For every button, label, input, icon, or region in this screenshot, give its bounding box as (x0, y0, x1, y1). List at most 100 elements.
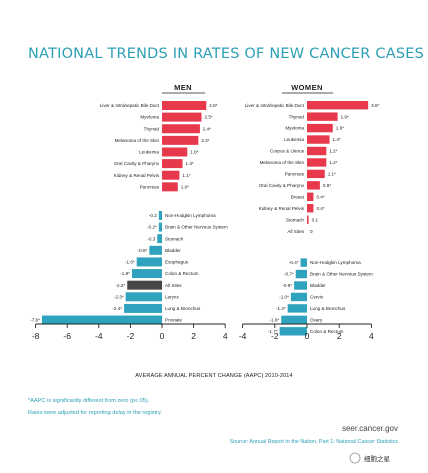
men-bar-melanoma-of-the-skin (162, 135, 199, 145)
men-bar-prostate (41, 315, 162, 325)
men-tick-label-neg2: -2 (127, 331, 135, 341)
men-label-leukemia: Leukemia (139, 150, 159, 155)
women-value-leukemia: 1.4* (333, 137, 341, 142)
women-value-colon-and-rectum: -1.7* (268, 329, 278, 334)
women-tick-label-2: 2 (337, 331, 342, 341)
men-label-brain-and-other-nervous-system: Brain & Other Nervous System (165, 225, 228, 230)
men-value-kidney-and-renal-pelvis: 1.1* (182, 173, 190, 178)
men-label-esophagus: Esophagus (165, 260, 189, 265)
men-value-oral-cavity-and-pharynx: 1.3* (186, 161, 194, 166)
men-panel: MEN Liver & Intrahepatic Bile Duct 2.8* My… (30, 83, 228, 341)
men-label-thyroid: Thyroid (144, 126, 160, 131)
men-value-larynx: -2.3* (114, 294, 124, 299)
women-tick-label-4: 4 (369, 331, 374, 341)
seer-url: seer.cancer.gov (342, 424, 398, 433)
women-label-leukemia: Leukemia (284, 137, 304, 142)
men-label-stomach: Stomach (165, 236, 184, 241)
men-tick-label-0: 0 (160, 331, 165, 341)
women-label-bladder: Bladder (310, 283, 326, 288)
source-note: Source: Annual Report to the Nation, Par… (230, 439, 399, 445)
men-bar-brain-and-other-nervous-system (158, 222, 162, 232)
women-tick-label-neg2: -2 (271, 331, 279, 341)
women-label-brain-and-other-nervous-system: Brain & Other Nervous System (310, 272, 373, 277)
women-x-ticks: -4 -2 0 2 4 (239, 324, 374, 341)
men-value-bladder: -0.8* (138, 248, 148, 253)
women-label-lung-and-bronchus: Lung & Bronchus (310, 306, 346, 311)
men-label-all-sites: All Sites (165, 283, 182, 288)
women-label-liver-and-intrahepatic-bile-duct: Liver & Intrahepatic Bile Duct (245, 103, 305, 108)
men-tick-label-neg6: -6 (63, 331, 71, 341)
women-bar-ovary (281, 315, 307, 325)
men-label-liver-and-intrahepatic-bile-duct: Liver & Intrahepatic Bile Duct (100, 103, 160, 108)
women-label-kidney-and-renal-pelvis: Kidney & Renal Pelvis (259, 206, 305, 211)
women-value-pancreas: 1.1* (328, 172, 336, 177)
men-value-leukemia: 1.6* (190, 150, 198, 155)
women-bar-oral-cavity-and-pharynx (307, 181, 320, 190)
women-value-lung-and-bronchus: -1.2* (276, 306, 286, 311)
women-value-brain-and-other-nervous-system: -0.7* (284, 272, 294, 277)
chart-title: NATIONAL TRENDS IN RATES OF NEW CANCER C… (28, 46, 424, 62)
men-bar-larynx (125, 292, 162, 302)
men-label-non-hodgkin-lymphoma: Non-Hodgkin Lymphoma (165, 213, 216, 218)
women-label-ovary: Ovary (310, 317, 323, 322)
men-value-brain-and-other-nervous-system: -0.2* (147, 225, 157, 230)
women-value-liver-and-intrahepatic-bile-duct: 3.8* (371, 103, 379, 108)
men-value-colon-and-rectum: -1.9* (120, 271, 130, 276)
men-bar-pancreas (162, 182, 178, 192)
men-label-larynx: Larynx (165, 294, 179, 299)
women-label-pancreas: Pancreas (285, 172, 305, 177)
women-bar-brain-and-other-nervous-system (295, 269, 307, 279)
men-bar-all-sites (127, 280, 162, 290)
men-bar-liver-and-intrahepatic-bile-duct (162, 101, 207, 110)
men-value-thyroid: 2.4* (203, 126, 211, 131)
women-bar-melanoma-of-the-skin (307, 158, 327, 167)
women-tick-label-0: 0 (305, 331, 310, 341)
men-value-all-sites: -2.2* (116, 283, 126, 288)
men-bar-colon-and-rectum (131, 269, 162, 279)
women-bar-liver-and-intrahepatic-bile-duct (307, 101, 369, 110)
women-bar-non-hodgkin-lymphoma (300, 258, 307, 267)
women-bar-pancreas (307, 169, 325, 179)
men-value-liver-and-intrahepatic-bile-duct: 2.8* (209, 103, 217, 108)
women-bar-lung-and-bronchus (287, 304, 307, 313)
women-bar-colon-and-rectum (279, 327, 307, 336)
men-bar-thyroid (162, 124, 200, 134)
men-bar-myeloma (162, 112, 202, 122)
women-value-melanoma-of-the-skin: 1.2* (329, 160, 337, 165)
x-axis-title: AVERAGE ANNUAL PERCENT CHANGE (AAPC) 201… (135, 373, 292, 379)
women-bar-thyroid (307, 112, 338, 121)
men-bar-kidney-and-renal-pelvis (162, 170, 180, 180)
men-label-bladder: Bladder (165, 248, 181, 253)
women-label-breast: Breast (291, 194, 305, 199)
women-value-stomach: 0.1 (312, 217, 319, 222)
men-label-pancreas: Pancreas (140, 184, 160, 189)
men-tick-label-4: 4 (223, 331, 228, 341)
women-bars: Liver & Intrahepatic Bile Duct 3.8* Thyroi… (245, 101, 380, 336)
men-bar-stomach (157, 234, 162, 244)
men-bar-oral-cavity-and-pharynx (162, 159, 183, 169)
women-label-stomach: Stomach (286, 217, 305, 222)
women-label-colon-and-rectum: Colon & Rectum (310, 329, 344, 334)
significance-footnote: *AAPC is significantly different from ze… (28, 398, 150, 404)
men-bar-esophagus (136, 257, 162, 267)
women-value-cervix: -1.0* (279, 295, 289, 300)
women-value-kidney-and-renal-pelvis: 0.4* (316, 206, 324, 211)
men-tick-label-neg8: -8 (32, 331, 40, 341)
women-value-oral-cavity-and-pharynx: 0.8* (323, 183, 331, 188)
men-header: MEN (174, 83, 192, 92)
women-label-melanoma-of-the-skin: Melanoma of the Skin (260, 160, 305, 165)
women-label-myeloma: Myeloma (285, 126, 304, 131)
women-label-oral-cavity-and-pharynx: Oral Cavity & Pharynx (259, 183, 305, 188)
women-value-bladder: -0.8* (282, 283, 292, 288)
watermark-logo-icon (349, 452, 361, 464)
men-tick-label-neg4: -4 (95, 331, 103, 341)
men-label-melanoma-of-the-skin: Melanoma of the Skin (115, 138, 160, 143)
men-value-stomach: -0.3 (147, 236, 155, 241)
women-value-all-sites: 0 (310, 229, 313, 234)
men-label-oral-cavity-and-pharynx: Oral Cavity & Pharynx (114, 161, 160, 166)
men-bars: Liver & Intrahepatic Bile Duct 2.8* Myelom… (30, 101, 228, 325)
men-bar-leukemia (162, 147, 188, 157)
reporting-delay-footnote: Rates were adjusted for reporting delay … (28, 410, 162, 416)
women-value-non-hodgkin-lymphoma: -0.4* (289, 260, 299, 265)
